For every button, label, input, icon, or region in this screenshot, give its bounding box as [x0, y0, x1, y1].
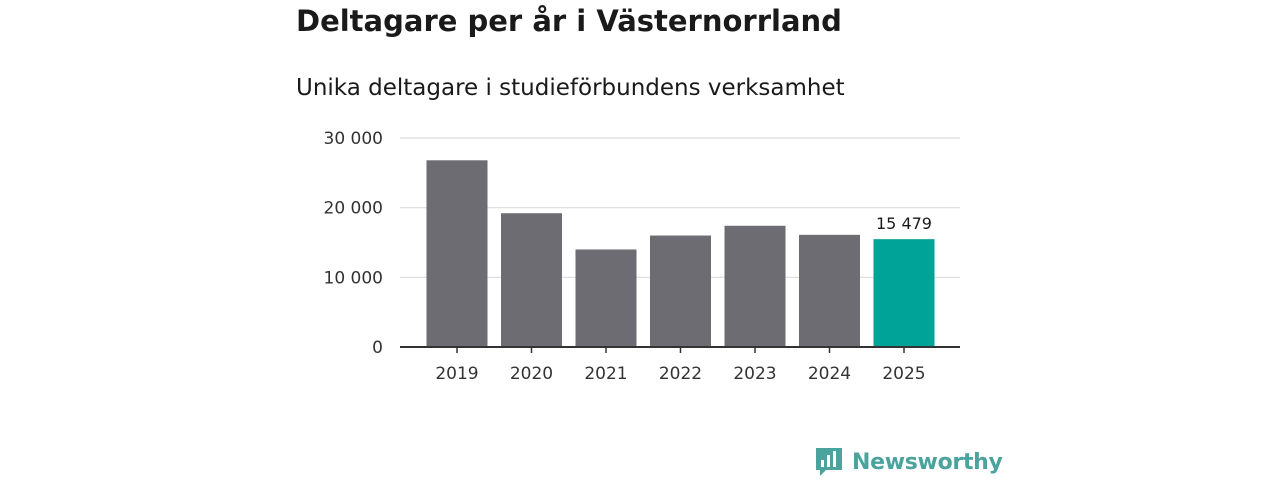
x-tick-label: 2023: [733, 364, 776, 384]
y-tick-label: 0: [372, 338, 383, 358]
bar-2020: [501, 213, 562, 347]
brand-logo: Newsworthy: [814, 446, 1003, 478]
bar-2023: [724, 225, 786, 347]
y-tick-label: 20 000: [324, 199, 383, 219]
x-tick-label: 2022: [659, 364, 702, 384]
x-tick-label: 2019: [435, 364, 478, 384]
x-tick-label: 2025: [882, 364, 925, 384]
bar-2019: [426, 160, 488, 347]
bar-2021: [575, 249, 637, 347]
x-tick-label: 2021: [584, 364, 627, 384]
data-label: 15 479: [876, 214, 932, 233]
newsworthy-logo-icon: [816, 448, 842, 476]
x-tick-label: 2020: [510, 364, 553, 384]
bar-2022: [650, 235, 711, 347]
y-tick-label: 10 000: [324, 268, 383, 288]
chart-title: Deltagare per år i Västernorrland: [296, 4, 842, 38]
x-tick-label: 2024: [808, 364, 851, 384]
y-tick-label: 30 000: [324, 129, 383, 149]
brand-name: Newsworthy: [852, 449, 1003, 475]
bar-2024: [799, 234, 860, 347]
chart-subtitle: Unika deltagare i studieförbundens verks…: [296, 75, 845, 101]
bar-2025: [873, 239, 935, 347]
